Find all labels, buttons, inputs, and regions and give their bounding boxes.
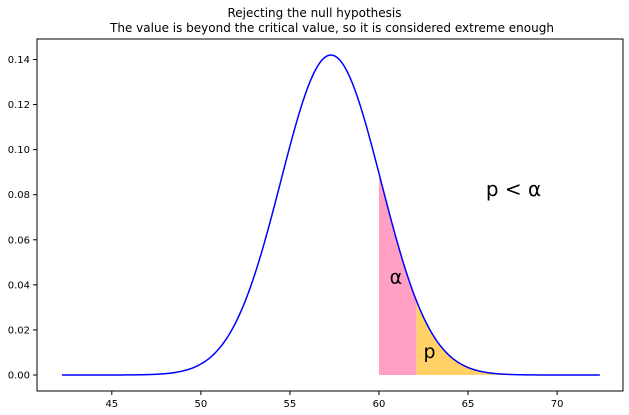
chart-title: Rejecting the null hypothesis — [228, 6, 402, 20]
x-axis: 45 50 55 60 65 70 — [105, 391, 563, 410]
x-tick-label: 50 — [194, 399, 207, 410]
y-tick-label: 0.00 — [8, 371, 30, 382]
y-tick-label: 0.06 — [8, 235, 30, 246]
y-tick-label: 0.08 — [8, 190, 30, 201]
annotation-label: α — [390, 267, 403, 289]
y-tick-label: 0.12 — [8, 100, 30, 111]
y-tick-label: 0.10 — [8, 145, 30, 156]
shaded-region-1 — [378, 173, 417, 375]
x-tick-label: 55 — [284, 399, 297, 410]
y-tick-label: 0.02 — [8, 325, 30, 336]
y-tick-label: 0.04 — [8, 280, 30, 291]
annotations: p < α α p — [390, 177, 542, 363]
annotation-label: p < α — [486, 177, 541, 201]
chart-subtitle: The value is beyond the critical value, … — [109, 21, 554, 35]
x-tick-label: 65 — [462, 399, 475, 410]
shaded-region-2 — [416, 300, 600, 375]
x-tick-label: 70 — [551, 399, 564, 410]
density-curve — [61, 54, 600, 376]
plot-frame — [36, 38, 624, 392]
y-axis: 0.00 0.02 0.04 0.06 0.08 0.10 0.12 0.14 — [8, 55, 37, 382]
y-tick-label: 0.14 — [8, 55, 30, 66]
shaded-regions — [378, 173, 600, 375]
x-tick-label: 45 — [105, 399, 118, 410]
annotation-label: p — [424, 341, 436, 363]
curve-layer — [61, 54, 600, 376]
x-tick-label: 60 — [373, 399, 386, 410]
